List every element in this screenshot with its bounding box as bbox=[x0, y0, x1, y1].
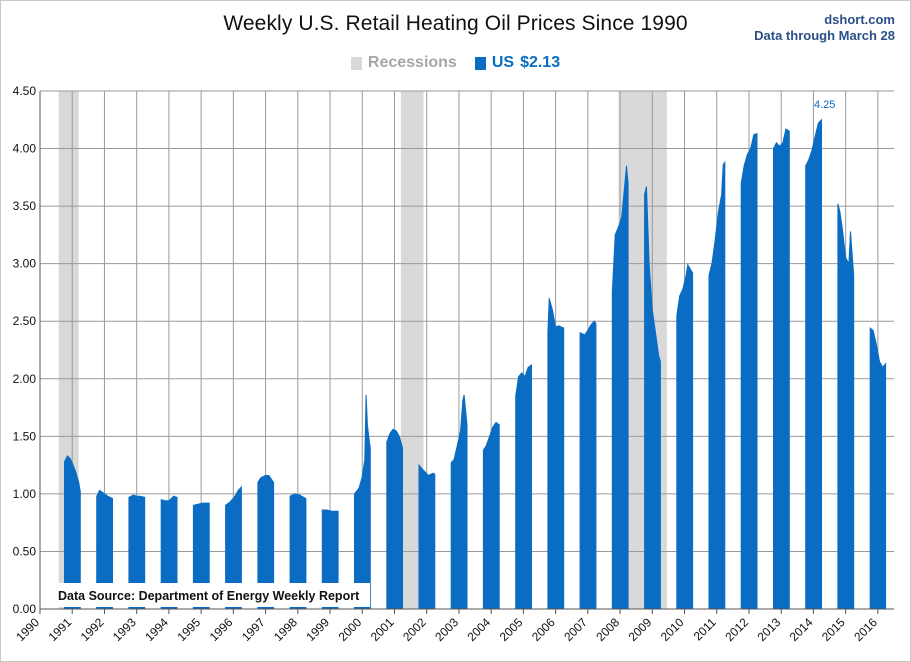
y-tick-label: 4.00 bbox=[13, 142, 37, 156]
y-tick-label: 1.50 bbox=[13, 429, 37, 443]
recession-band bbox=[400, 91, 424, 609]
series-area-segment bbox=[805, 118, 822, 610]
x-tick-label: 2002 bbox=[400, 615, 429, 644]
series-area-segment bbox=[515, 364, 532, 610]
x-tick-label: 1990 bbox=[13, 615, 42, 644]
x-tick-label: 2001 bbox=[368, 615, 397, 644]
y-tick-label: 2.00 bbox=[13, 372, 37, 386]
legend-label-series: US bbox=[491, 54, 515, 71]
y-tick-label: 3.50 bbox=[13, 199, 37, 213]
series-area-segment bbox=[611, 165, 629, 610]
series-area-segment bbox=[837, 203, 855, 610]
x-tick-label: 1995 bbox=[174, 615, 203, 644]
x-tick-label: 1992 bbox=[78, 615, 107, 644]
series-area-segment bbox=[482, 421, 500, 610]
x-tick-label: 2006 bbox=[529, 615, 558, 644]
legend-item-recessions: Recessions bbox=[350, 54, 457, 72]
y-tick-label: 1.00 bbox=[13, 487, 37, 501]
source-block: dshort.com Data through March 28 bbox=[754, 12, 895, 44]
series-area-segment bbox=[676, 263, 694, 610]
y-tick-label: 3.00 bbox=[13, 257, 37, 271]
x-tick-label: 2014 bbox=[787, 615, 816, 644]
chart-title: Weekly U.S. Retail Heating Oil Prices Si… bbox=[223, 12, 688, 35]
x-tick-label: 2009 bbox=[626, 615, 655, 644]
x-tick-label: 2012 bbox=[722, 615, 751, 644]
series-area-segment bbox=[740, 132, 758, 610]
legend: Recessions US $2.13 bbox=[0, 54, 911, 72]
series-area-segment bbox=[869, 327, 887, 610]
data-source-box bbox=[54, 583, 370, 607]
series-area-segment bbox=[64, 455, 81, 610]
series-area-segment bbox=[579, 320, 597, 610]
x-tick-label: 1996 bbox=[207, 615, 236, 644]
legend-swatch-recessions bbox=[350, 56, 362, 70]
x-tick-label: 2003 bbox=[432, 615, 461, 644]
x-tick-label: 1993 bbox=[110, 615, 139, 644]
data-source-text: Data Source: Department of Energy Weekly… bbox=[58, 589, 360, 603]
series-area-segment bbox=[644, 186, 661, 610]
x-tick-label: 1997 bbox=[239, 615, 268, 644]
peak-annotation: 4.25 bbox=[814, 99, 835, 111]
x-tick-label: 2000 bbox=[336, 615, 365, 644]
series-area-segment bbox=[386, 428, 403, 610]
x-tick-label: 2016 bbox=[851, 615, 880, 644]
legend-item-series: US $2.13 bbox=[474, 54, 561, 72]
source-note: Data through March 28 bbox=[754, 28, 895, 43]
series-area-segment bbox=[354, 394, 371, 610]
legend-label-recessions: Recessions bbox=[367, 54, 457, 71]
series-area-segment bbox=[708, 160, 726, 610]
legend-label-latest-value: $2.13 bbox=[520, 54, 561, 71]
x-tick-label: 2004 bbox=[465, 615, 494, 644]
x-tick-label: 1991 bbox=[46, 615, 75, 644]
series-area-segment bbox=[450, 394, 468, 610]
legend-swatch-series bbox=[474, 56, 486, 70]
series-area-segment bbox=[547, 298, 565, 610]
x-tick-label: 1998 bbox=[271, 615, 300, 644]
series-area-segment bbox=[418, 463, 436, 610]
source-site: dshort.com bbox=[824, 12, 895, 27]
y-tick-label: 4.50 bbox=[13, 84, 37, 98]
x-tick-label: 2007 bbox=[561, 615, 590, 644]
x-tick-label: 2010 bbox=[658, 615, 687, 644]
series-area-segment bbox=[773, 128, 790, 610]
x-tick-label: 1999 bbox=[303, 615, 332, 644]
y-tick-label: 0.00 bbox=[13, 602, 37, 616]
x-tick-label: 2015 bbox=[819, 615, 848, 644]
y-tick-label: 0.50 bbox=[13, 544, 37, 558]
x-tick-label: 1994 bbox=[142, 615, 171, 644]
x-tick-label: 2005 bbox=[497, 615, 526, 644]
y-tick-label: 2.50 bbox=[13, 314, 37, 328]
x-tick-label: 2011 bbox=[691, 615, 719, 643]
x-tick-label: 2008 bbox=[593, 615, 622, 644]
x-tick-label: 2013 bbox=[755, 615, 784, 644]
